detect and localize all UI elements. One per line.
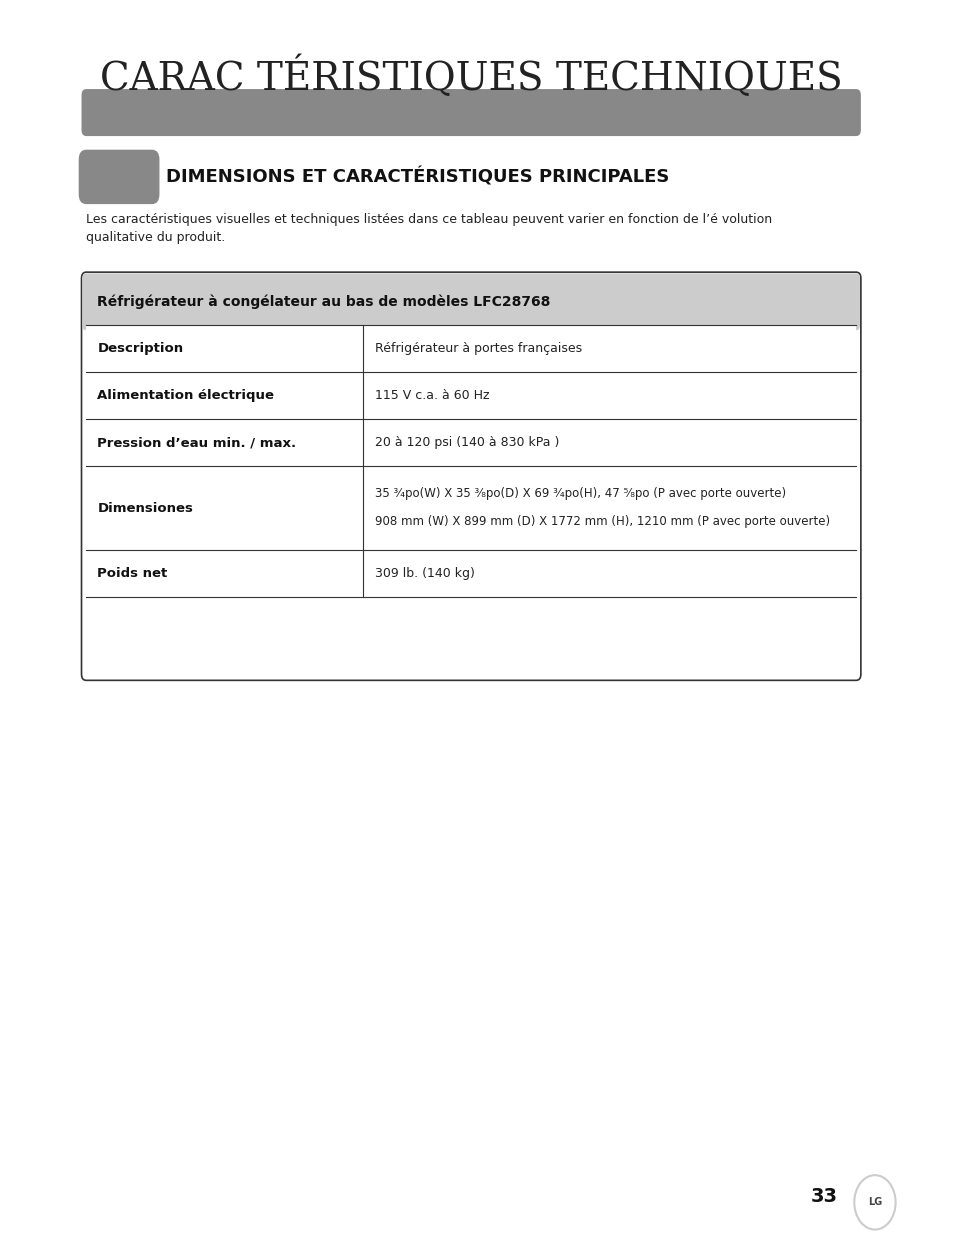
Bar <box>86 325 855 372</box>
Text: Description: Description <box>97 343 183 355</box>
FancyBboxPatch shape <box>81 89 860 136</box>
FancyBboxPatch shape <box>82 273 859 330</box>
Text: Pression d’eau min. / max.: Pression d’eau min. / max. <box>97 437 296 449</box>
Text: Réfrigérateur à congélateur au bas de modèles LFC28768: Réfrigérateur à congélateur au bas de mo… <box>97 294 550 309</box>
Text: LG: LG <box>867 1197 882 1207</box>
Text: 35 ³⁄₄po(W) X 35 ³⁄₈po(D) X 69 ³⁄₄po(H), 47 ⁵⁄₈po (P avec porte ouverte): 35 ³⁄₄po(W) X 35 ³⁄₈po(D) X 69 ³⁄₄po(H),… <box>375 487 785 501</box>
FancyBboxPatch shape <box>81 272 860 680</box>
Text: Dimensiones: Dimensiones <box>97 502 193 515</box>
Bar <box>86 419 855 466</box>
Text: Poids net: Poids net <box>97 568 168 580</box>
Text: 20 à 120 psi (140 à 830 kPa ): 20 à 120 psi (140 à 830 kPa ) <box>375 437 558 449</box>
Text: 33: 33 <box>809 1188 837 1206</box>
Text: 908 mm (W) X 899 mm (D) X 1772 mm (H), 1210 mm (P avec porte ouverte): 908 mm (W) X 899 mm (D) X 1772 mm (H), 1… <box>375 515 829 528</box>
Bar <box>86 550 855 597</box>
Text: DIMENSIONS ET CARACTÉRISTIQUES PRINCIPALES: DIMENSIONS ET CARACTÉRISTIQUES PRINCIPAL… <box>166 167 669 187</box>
Bar <box>86 466 855 550</box>
Bar <box>86 372 855 419</box>
FancyBboxPatch shape <box>78 150 159 204</box>
Text: CARAC TÉRISTIQUES TECHNIQUES: CARAC TÉRISTIQUES TECHNIQUES <box>100 56 841 98</box>
Text: Alimentation électrique: Alimentation électrique <box>97 390 274 402</box>
Text: FRANÇAIS: FRANÇAIS <box>887 452 897 513</box>
Text: 309 lb. (140 kg): 309 lb. (140 kg) <box>375 568 474 580</box>
Text: Les caractéristiques visuelles et techniques listées dans ce tableau peuvent var: Les caractéristiques visuelles et techni… <box>86 213 772 244</box>
Text: 115 V c.a. à 60 Hz: 115 V c.a. à 60 Hz <box>375 390 489 402</box>
Text: Réfrigérateur à portes françaises: Réfrigérateur à portes françaises <box>375 343 581 355</box>
